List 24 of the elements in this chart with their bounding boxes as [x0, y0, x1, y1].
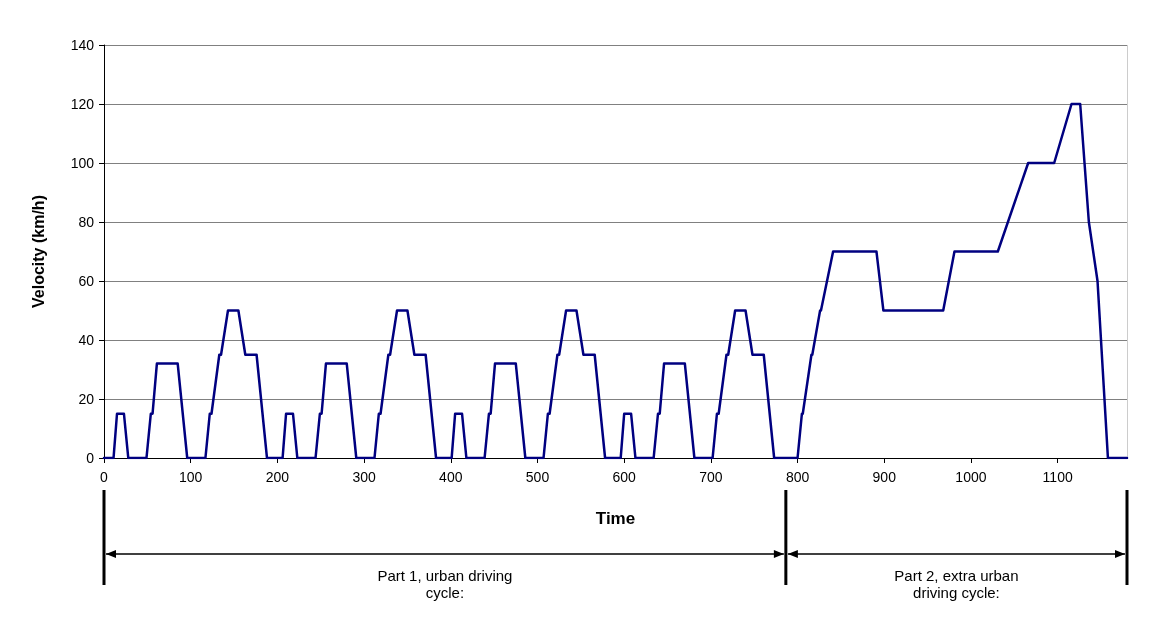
- text: Part 1, urban driving cycle:: [376, 567, 514, 601]
- y-tick-label: 60: [78, 273, 95, 289]
- x-tick-label: 500: [525, 469, 550, 485]
- y-tick-label: 120: [70, 96, 95, 112]
- x-tick-label: 200: [265, 469, 290, 485]
- y-tick-label: 40: [78, 332, 95, 348]
- x-tick-label: 400: [439, 469, 463, 485]
- x-axis-title: Time: [595, 509, 636, 528]
- x-tick-label: 100: [179, 469, 203, 485]
- y-tick-label: 80: [78, 214, 95, 230]
- y-axis-title: Velocity (km/h): [29, 195, 47, 308]
- x-tick-label: 600: [612, 469, 637, 485]
- x-tick-label: 700: [699, 469, 723, 485]
- y-tick-label: 100: [70, 155, 95, 171]
- x-tick-label: 300: [352, 469, 376, 485]
- text: Part 2, extra urban driving cycle:: [893, 567, 1020, 601]
- x-tick-label: 800: [785, 469, 810, 485]
- x-tick-label: 1100: [1042, 469, 1073, 485]
- x-tick-label: 900: [872, 469, 897, 485]
- y-tick-label: 20: [78, 391, 95, 407]
- x-tick-label: 1000: [955, 469, 987, 485]
- y-tick-label: 0: [86, 450, 95, 466]
- x-tick-label: 0: [100, 469, 109, 485]
- y-tick-label: 140: [70, 37, 95, 53]
